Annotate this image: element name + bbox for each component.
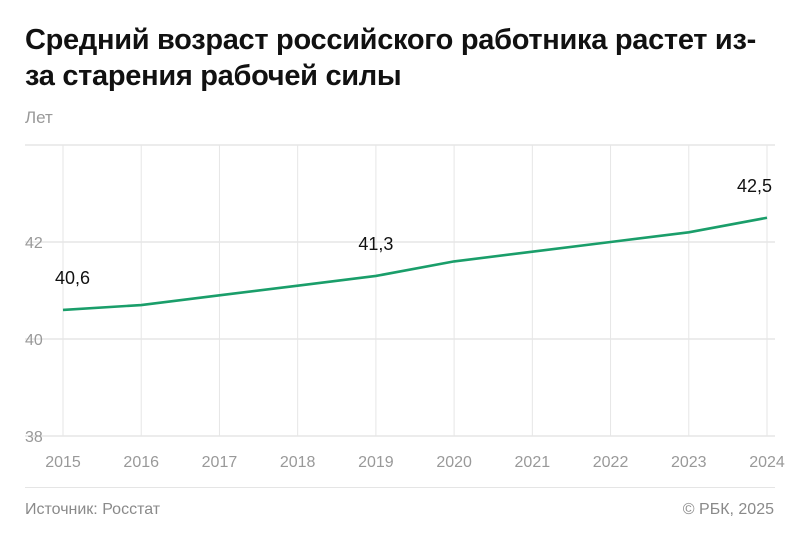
copyright: © РБК, 2025 bbox=[682, 501, 774, 518]
data-label: 42,5 bbox=[737, 176, 772, 196]
x-tick-label: 2018 bbox=[280, 454, 316, 471]
x-tick-label: 2017 bbox=[202, 454, 238, 471]
data-label: 40,6 bbox=[55, 268, 90, 288]
footer-divider bbox=[25, 487, 775, 488]
y-tick-label: 38 bbox=[25, 429, 43, 446]
source-note: Источник: Росстат bbox=[25, 501, 161, 518]
y-axis-label: Лет bbox=[25, 108, 53, 127]
data-label: 41,3 bbox=[358, 234, 393, 254]
x-tick-label: 2020 bbox=[436, 454, 472, 471]
x-tick-label: 2024 bbox=[749, 454, 785, 471]
chart-title: Средний возраст российского работника ра… bbox=[25, 24, 756, 92]
x-tick-label: 2019 bbox=[358, 454, 394, 471]
x-tick-label: 2021 bbox=[515, 454, 551, 471]
y-tick-label: 42 bbox=[25, 235, 43, 252]
x-tick-label: 2022 bbox=[593, 454, 629, 471]
x-tick-label: 2015 bbox=[45, 454, 81, 471]
x-tick-label: 2016 bbox=[123, 454, 159, 471]
series-line bbox=[62, 216, 768, 312]
y-tick-label: 40 bbox=[25, 332, 43, 349]
x-tick-label: 2023 bbox=[671, 454, 707, 471]
